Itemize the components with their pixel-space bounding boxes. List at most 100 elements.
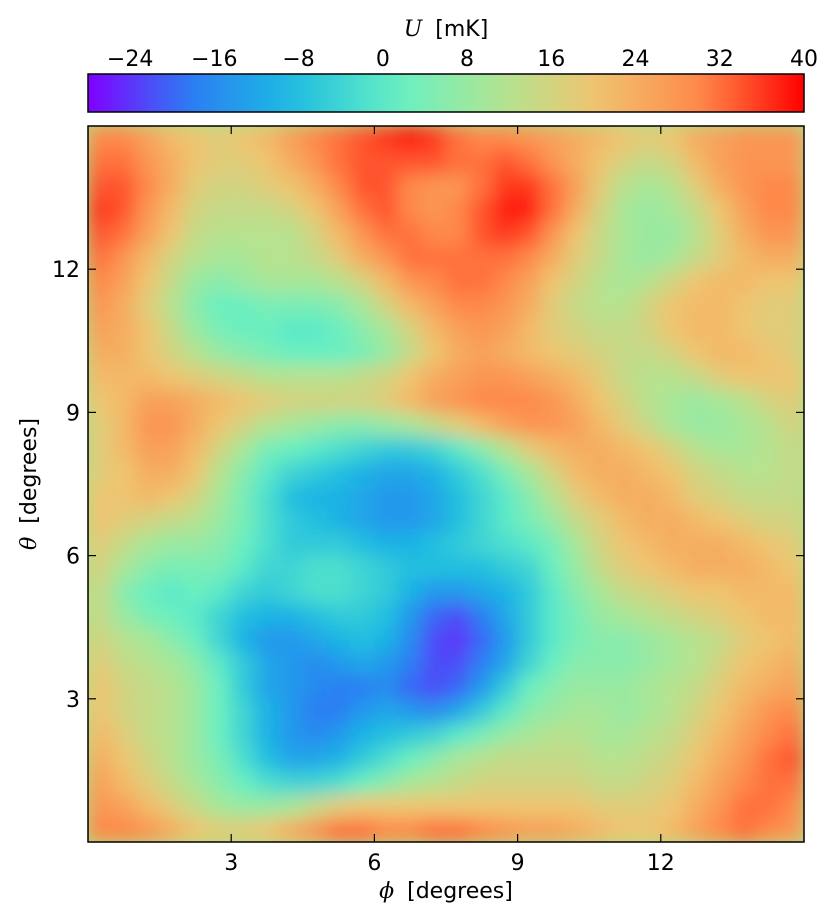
heatmap-cell — [278, 507, 304, 533]
heatmap-cell — [469, 435, 495, 461]
heatmap-cell — [373, 483, 399, 509]
heatmap-cell — [779, 316, 804, 342]
x-axis-label: ϕ [degrees] — [379, 879, 513, 904]
heatmap-cell — [326, 674, 352, 700]
heatmap-cell — [660, 292, 686, 318]
heatmap-cell — [755, 793, 781, 819]
heatmap-cell — [373, 459, 399, 485]
heatmap-cell — [517, 220, 542, 246]
heatmap-cell — [588, 292, 614, 318]
heatmap-cell — [469, 722, 495, 748]
heatmap-cell — [326, 531, 352, 557]
heatmap-cell — [445, 626, 471, 652]
heatmap-cell — [373, 340, 399, 366]
heatmap-cell — [612, 769, 638, 795]
heatmap-cell — [517, 244, 542, 270]
heatmap-cell — [230, 197, 256, 222]
heatmap-cell — [445, 244, 471, 270]
heatmap-cell — [612, 626, 638, 652]
heatmap-cell — [708, 578, 733, 604]
heatmap-cell — [564, 268, 590, 294]
heatmap-cell — [540, 507, 566, 533]
heatmap-cell — [182, 483, 208, 509]
heatmap-cell — [421, 817, 447, 842]
heatmap-cell — [469, 507, 495, 533]
heatmap-cell — [684, 746, 710, 771]
heatmap-cell — [373, 626, 399, 652]
colorbar-tick-label: 16 — [537, 47, 565, 72]
heatmap-cell — [206, 340, 232, 366]
colorbar-label: U [mK] — [404, 17, 489, 42]
heatmap-cell — [397, 674, 423, 700]
heatmap-cell — [421, 126, 447, 151]
heatmap-cell — [755, 292, 781, 318]
heatmap-cell — [469, 555, 495, 580]
heatmap-cell — [397, 197, 423, 222]
heatmap-cell — [254, 244, 280, 270]
heatmap-cell — [326, 698, 352, 724]
heatmap-cell — [517, 674, 542, 700]
heatmap-cell — [421, 459, 447, 485]
heatmap-cell — [111, 626, 137, 652]
heatmap-cell — [159, 435, 184, 461]
x-axis-ticks: 3 6 9 12 — [224, 126, 675, 876]
heatmap-cell — [326, 149, 352, 175]
heatmap-cell — [469, 602, 495, 628]
heatmap-cell — [397, 220, 423, 246]
heatmap-cell — [517, 459, 542, 485]
heatmap-cell — [373, 578, 399, 604]
heatmap-cell — [88, 268, 113, 294]
heatmap-cell — [159, 340, 184, 366]
heatmap-cell — [636, 292, 662, 318]
heatmap-cell — [564, 722, 590, 748]
heatmap-cell — [182, 722, 208, 748]
heatmap-cell — [159, 746, 184, 771]
heatmap-cell — [445, 722, 471, 748]
heatmap-cell — [636, 650, 662, 676]
heatmap-cell — [326, 268, 352, 294]
heatmap-cell — [302, 483, 328, 509]
heatmap-cell — [517, 507, 542, 533]
x-tick-label: 12 — [647, 851, 675, 876]
heatmap-cell — [373, 173, 399, 199]
heatmap-cell — [111, 388, 137, 413]
heatmap-cell — [660, 531, 686, 557]
heatmap-cell — [326, 220, 352, 246]
heatmap-cell — [397, 411, 423, 437]
heatmap-cell — [230, 793, 256, 819]
heatmap-cell — [206, 793, 232, 819]
heatmap-cell — [708, 483, 733, 509]
heatmap-cell — [206, 817, 232, 842]
heatmap-cell — [182, 531, 208, 557]
heatmap-cell — [660, 220, 686, 246]
heatmap-cell — [755, 316, 781, 342]
heatmap-cell — [588, 126, 614, 151]
heatmap-cell — [421, 388, 447, 413]
heatmap-cell — [684, 388, 710, 413]
heatmap-cell — [708, 411, 733, 437]
heatmap-cell — [588, 817, 614, 842]
heatmap-cell — [493, 507, 519, 533]
x-tick-label: 9 — [511, 851, 525, 876]
heatmap-cell — [540, 578, 566, 604]
heatmap-cell — [493, 197, 519, 222]
heatmap-cell — [159, 817, 184, 842]
heatmap-cell — [230, 316, 256, 342]
heatmap-cell — [397, 292, 423, 318]
heatmap-cell — [493, 626, 519, 652]
heatmap-cell — [230, 388, 256, 413]
heatmap-cell — [135, 220, 161, 246]
heatmap-cell — [469, 674, 495, 700]
heatmap-cell — [564, 411, 590, 437]
heatmap-cell — [445, 364, 471, 390]
heatmap-cell — [731, 459, 757, 485]
heatmap-cell — [588, 626, 614, 652]
heatmap-cell — [493, 244, 519, 270]
heatmap-cell — [708, 746, 733, 771]
heatmap-cell — [111, 340, 137, 366]
heatmap-cell — [660, 793, 686, 819]
heatmap-cell — [731, 173, 757, 199]
heatmap-cell — [326, 459, 352, 485]
heatmap-cell — [493, 531, 519, 557]
heatmap-cell — [397, 507, 423, 533]
